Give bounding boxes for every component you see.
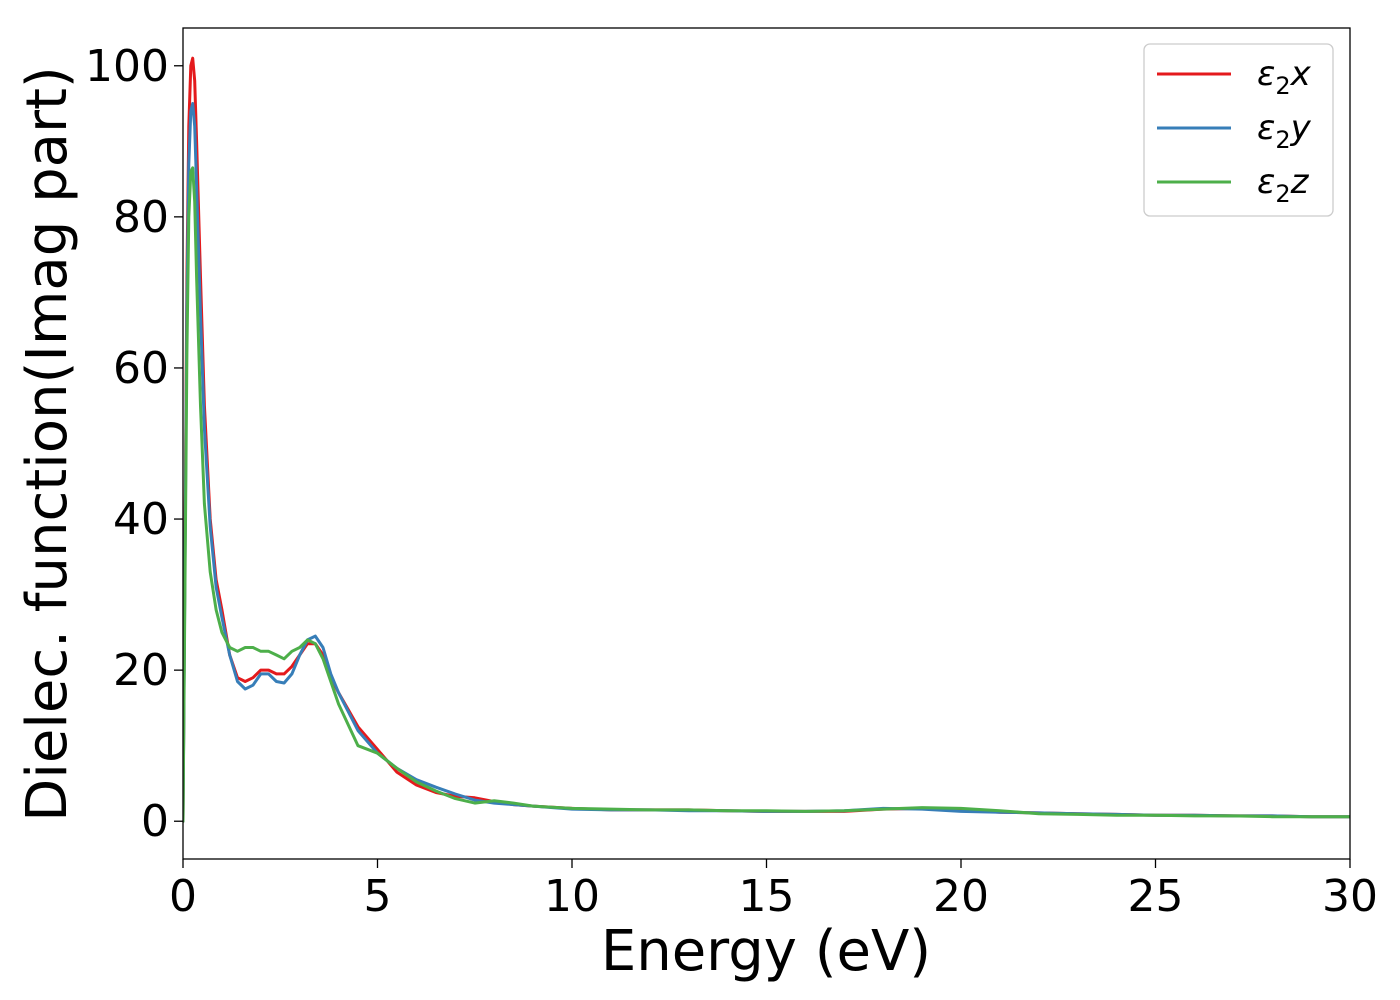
x-tick-label: 15 bbox=[739, 871, 795, 922]
x-tick-label: 10 bbox=[544, 871, 600, 922]
legend-label-base: ε bbox=[1257, 162, 1275, 202]
y-axis-label: Dielec. function(Imag part) bbox=[15, 66, 80, 822]
y-tick-label: 100 bbox=[85, 41, 169, 92]
x-tick-label: 30 bbox=[1322, 871, 1378, 922]
x-axis-label: Energy (eV) bbox=[601, 919, 931, 984]
legend-label-subscript: 2 bbox=[1275, 72, 1290, 100]
legend-label-subscript: 2 bbox=[1275, 126, 1290, 154]
x-tick-label: 20 bbox=[933, 871, 989, 922]
legend-label-z: ε2z bbox=[1257, 162, 1310, 208]
legend-label-variable: z bbox=[1290, 162, 1310, 202]
y-tick-label: 60 bbox=[113, 343, 169, 394]
y-tick-label: 20 bbox=[113, 645, 169, 696]
ticks-layer: 0 5 10 15 20 25 30 0 20 40 60 80 100 bbox=[85, 41, 1378, 922]
y-tick-label: 0 bbox=[141, 796, 169, 847]
legend-label-variable: y bbox=[1290, 108, 1312, 148]
y-tick-label: 40 bbox=[113, 494, 169, 545]
legend-label-y: ε2y bbox=[1257, 108, 1312, 154]
legend-box bbox=[1143, 43, 1334, 217]
legend-label-variable: x bbox=[1290, 54, 1312, 94]
series-line-z bbox=[183, 166, 1350, 823]
legend-label-x: ε2x bbox=[1257, 54, 1312, 100]
x-tick-label: 25 bbox=[1128, 871, 1184, 922]
x-tick-label: 5 bbox=[364, 871, 392, 922]
legend-label-base: ε bbox=[1257, 54, 1275, 94]
legend-label-base: ε bbox=[1257, 108, 1275, 148]
y-tick-label: 80 bbox=[113, 192, 169, 243]
series-layer bbox=[183, 56, 1350, 823]
x-tick-label: 0 bbox=[169, 871, 197, 922]
legend-label-subscript: 2 bbox=[1275, 180, 1290, 208]
